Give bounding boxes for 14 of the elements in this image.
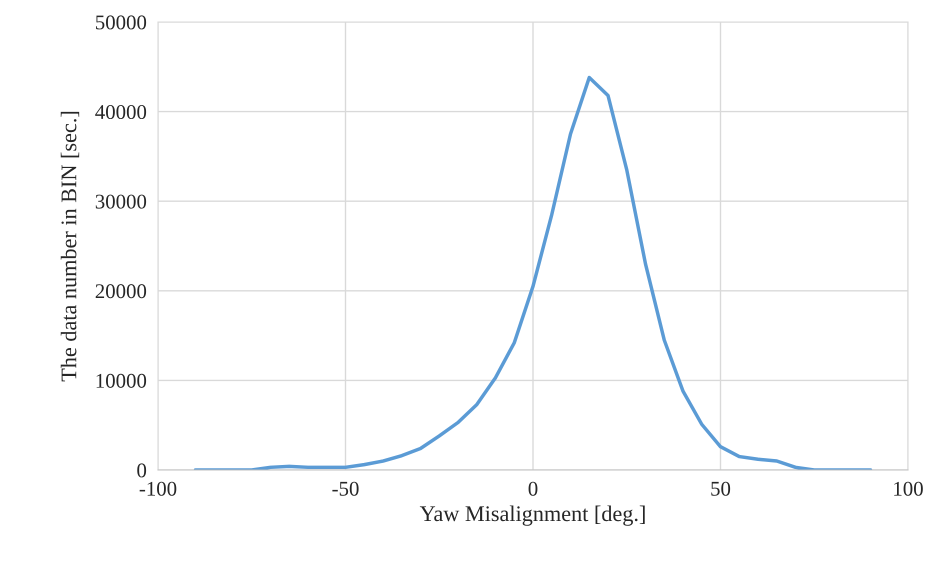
- y-tick-label: 20000: [96, 284, 146, 298]
- x-tick-label: 0: [528, 482, 538, 496]
- y-tick-label: 30000: [96, 194, 146, 209]
- y-axis-title: The data number in BIN [sec.]: [60, 112, 80, 382]
- y-tick-label: 0: [137, 463, 146, 478]
- y-tick-label: 50000: [96, 15, 146, 30]
- x-tick-label: -50: [332, 482, 359, 496]
- x-tick-label: -100: [140, 482, 176, 496]
- line-series: [194, 76, 872, 470]
- x-tick-label: 100: [894, 482, 923, 496]
- x-tick-label: 50: [711, 482, 730, 496]
- x-axis-title: Yaw Misalignment [deg.]: [420, 506, 645, 526]
- y-tick-label: 10000: [96, 374, 146, 388]
- y-tick-label: 40000: [95, 104, 146, 120]
